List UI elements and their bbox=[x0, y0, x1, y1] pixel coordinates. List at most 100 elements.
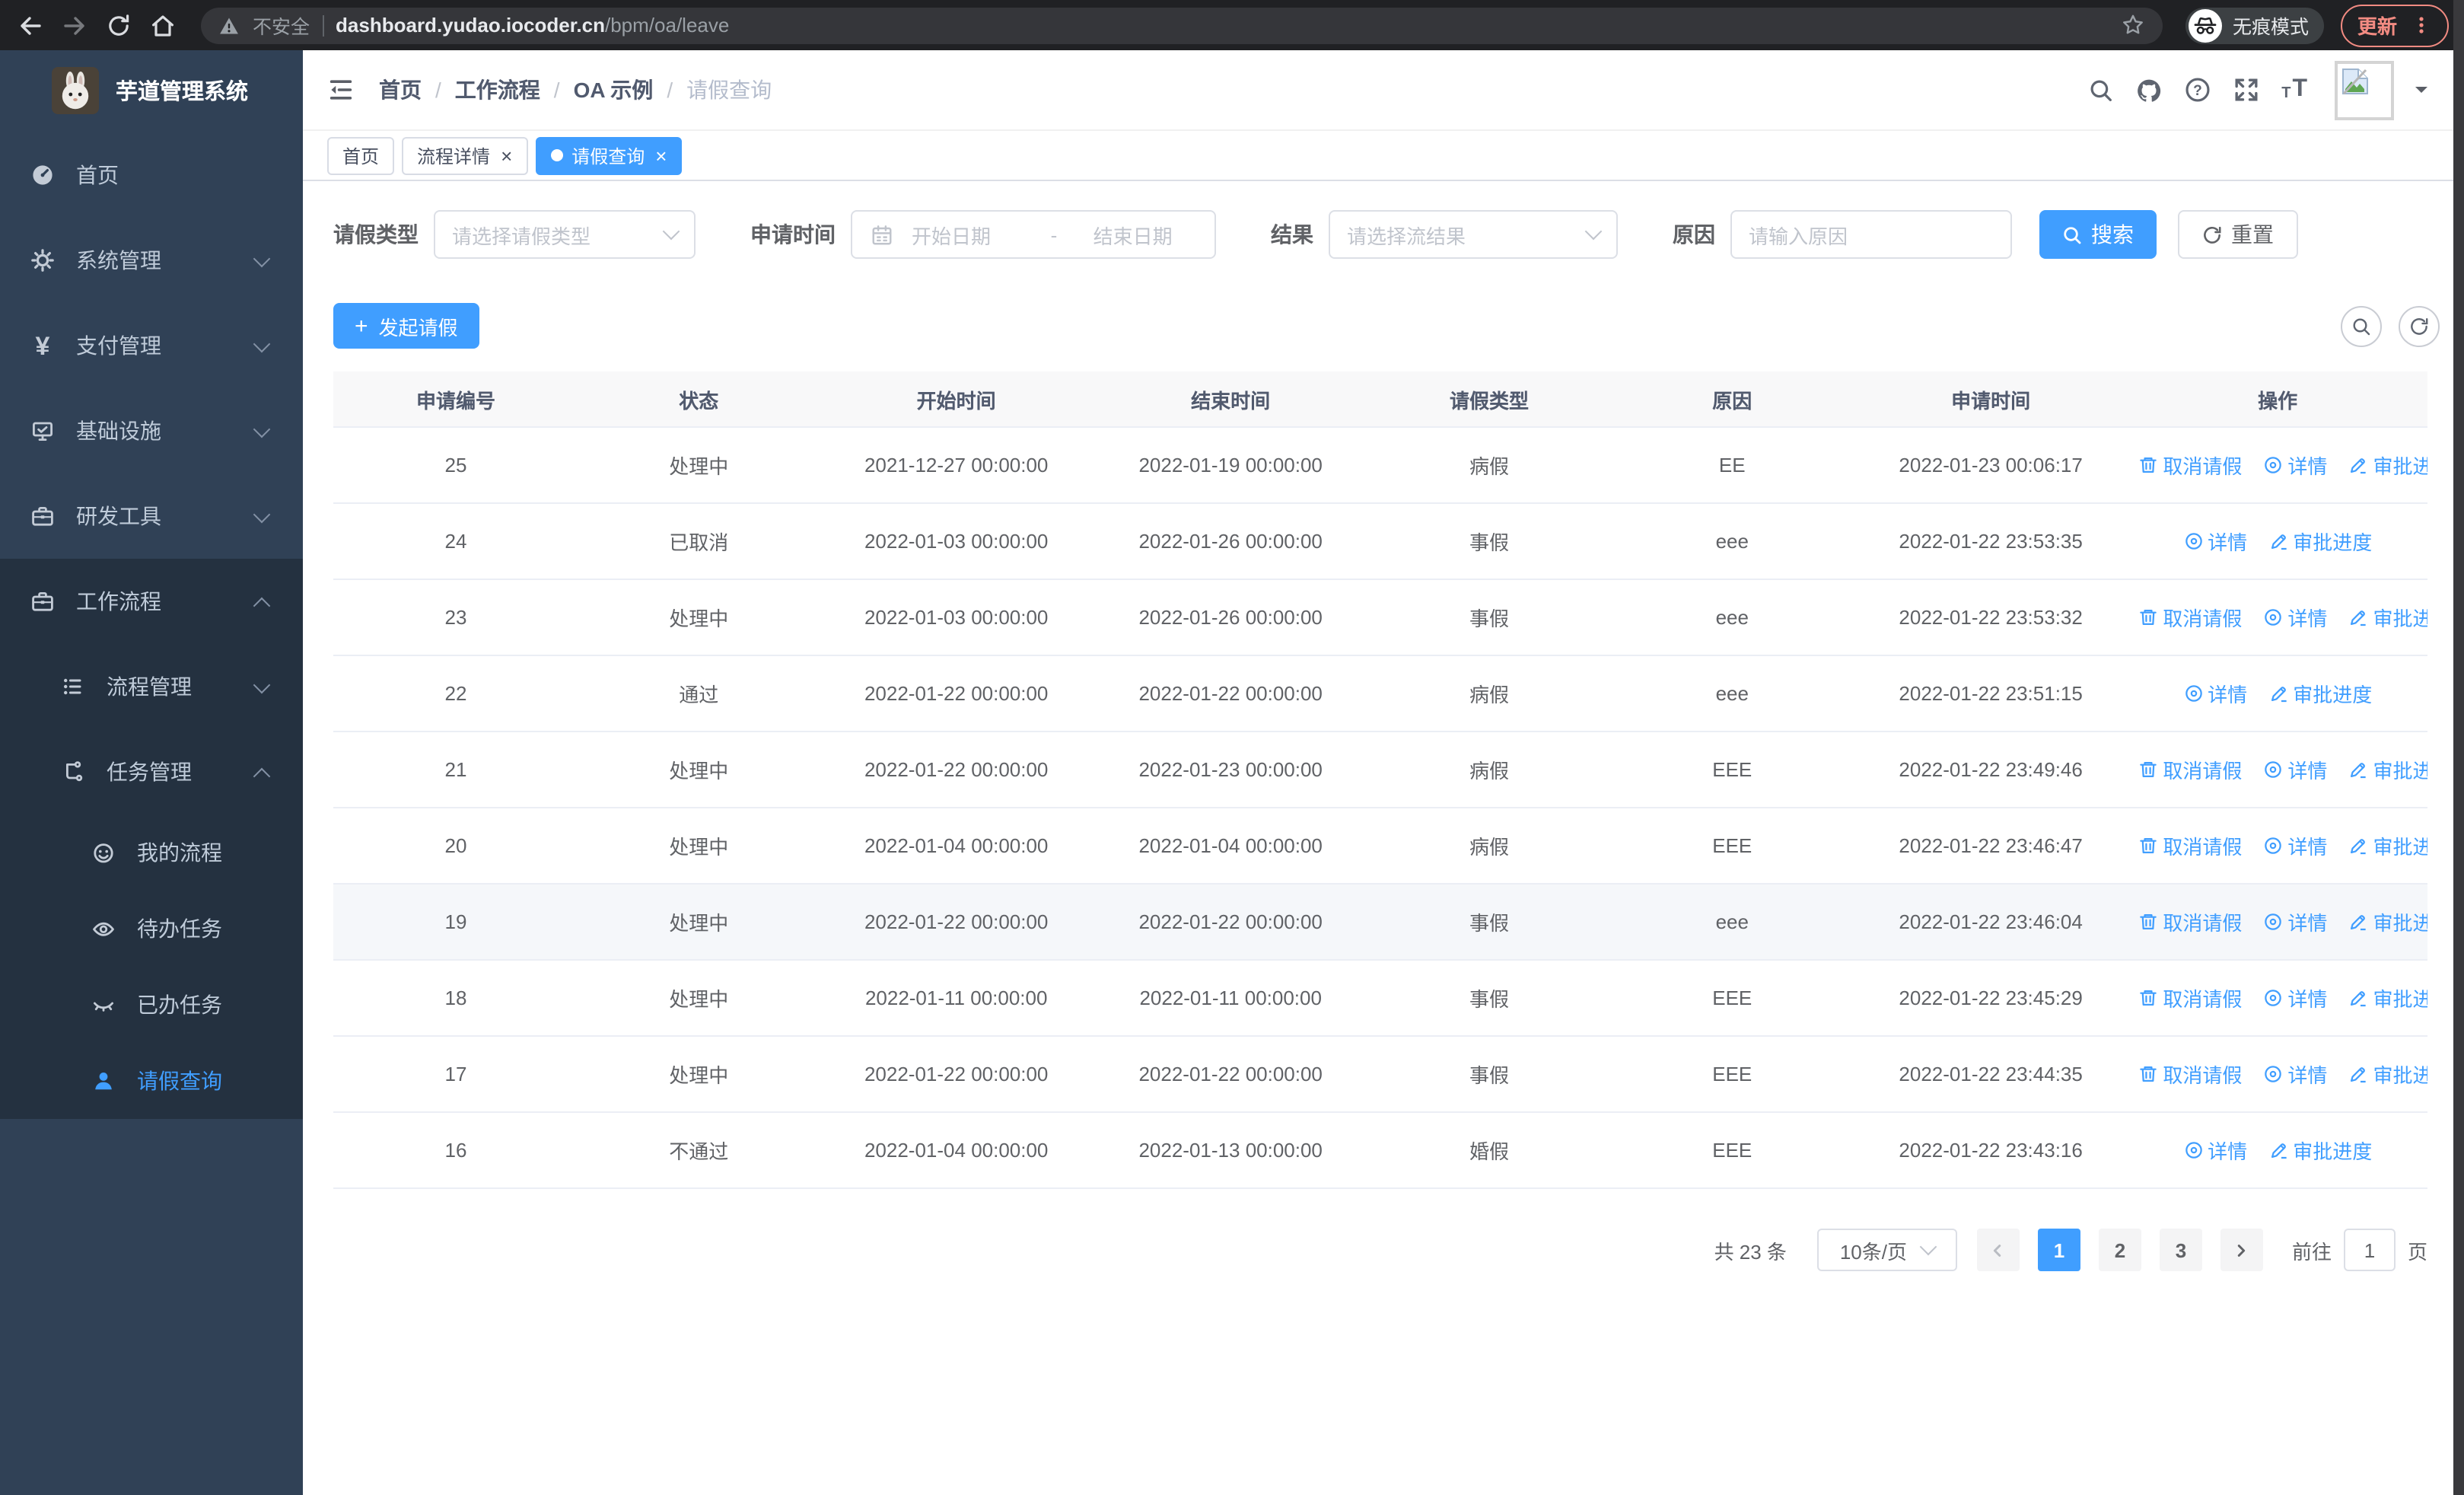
action-detail-link[interactable]: 详情 bbox=[2263, 907, 2327, 936]
action-cancel-link[interactable]: 取消请假 bbox=[2138, 831, 2242, 860]
reset-button[interactable]: 重置 bbox=[2178, 210, 2298, 259]
page-button-2[interactable]: 2 bbox=[2098, 1229, 2141, 1271]
action-detail-link[interactable]: 详情 bbox=[2183, 679, 2247, 708]
github-icon[interactable] bbox=[2135, 76, 2163, 104]
address-bar[interactable]: 不安全 dashboard.yudao.iocoder.cn/bpm/oa/le… bbox=[201, 7, 2163, 43]
cell-apply-id: 20 bbox=[333, 808, 578, 885]
cell-status: 已取消 bbox=[578, 503, 820, 580]
eye-icon bbox=[2263, 836, 2283, 856]
breadcrumb-home[interactable]: 首页 bbox=[379, 78, 422, 102]
sidebar-item-done-tasks[interactable]: 已办任务 bbox=[0, 967, 303, 1043]
sidebar-item-payment[interactable]: ¥ 支付管理 bbox=[0, 303, 303, 388]
page-button-3[interactable]: 3 bbox=[2159, 1229, 2202, 1271]
sidebar-item-task-management[interactable]: 任务管理 bbox=[0, 729, 303, 814]
action-detail-link[interactable]: 详情 bbox=[2263, 603, 2327, 632]
browser-reload-button[interactable] bbox=[103, 10, 134, 40]
action-progress-link[interactable]: 审批进度 bbox=[2348, 755, 2427, 784]
table-toolbar: + 发起请假 bbox=[333, 303, 2440, 349]
avatar[interactable] bbox=[2335, 60, 2394, 120]
action-progress-link[interactable]: 审批进度 bbox=[2348, 451, 2427, 480]
sidebar-item-my-process[interactable]: 我的流程 bbox=[0, 814, 303, 891]
refresh-table-button[interactable] bbox=[2399, 305, 2440, 346]
page-button-1[interactable]: 1 bbox=[2037, 1229, 2080, 1271]
calendar-icon bbox=[871, 223, 893, 246]
tab-process-detail[interactable]: 流程详情 × bbox=[402, 136, 528, 174]
cell-status: 处理中 bbox=[578, 960, 820, 1037]
active-dot bbox=[550, 149, 563, 161]
browser-bar: 不安全 dashboard.yudao.iocoder.cn/bpm/oa/le… bbox=[0, 0, 2464, 50]
browser-forward-button[interactable] bbox=[59, 10, 90, 40]
action-detail-link[interactable]: 详情 bbox=[2263, 755, 2327, 784]
eye-icon bbox=[2263, 607, 2283, 627]
action-detail-link[interactable]: 详情 bbox=[2263, 1060, 2327, 1089]
action-progress-link[interactable]: 审批进度 bbox=[2348, 1060, 2427, 1089]
action-cancel-link[interactable]: 取消请假 bbox=[2138, 451, 2242, 480]
action-detail-link[interactable]: 详情 bbox=[2263, 983, 2327, 1012]
reason-input[interactable]: 请输入原因 bbox=[1730, 210, 2012, 259]
sidebar-item-home[interactable]: 首页 bbox=[0, 132, 303, 218]
action-cancel-link[interactable]: 取消请假 bbox=[2138, 603, 2242, 632]
tab-home[interactable]: 首页 bbox=[327, 136, 395, 174]
action-detail-link[interactable]: 详情 bbox=[2183, 527, 2247, 556]
browser-home-button[interactable] bbox=[148, 10, 178, 40]
action-progress-link[interactable]: 审批进度 bbox=[2348, 831, 2427, 860]
breadcrumb-workflow[interactable]: 工作流程 bbox=[454, 78, 540, 102]
fullscreen-icon[interactable] bbox=[2233, 76, 2260, 104]
action-detail-link[interactable]: 详情 bbox=[2263, 451, 2327, 480]
search-button[interactable]: 搜索 bbox=[2039, 210, 2157, 259]
action-progress-link[interactable]: 审批进度 bbox=[2268, 1136, 2372, 1165]
toggle-search-button[interactable] bbox=[2341, 305, 2382, 346]
avatar-caret-icon[interactable] bbox=[2415, 87, 2427, 99]
action-cancel-link[interactable]: 取消请假 bbox=[2138, 907, 2242, 936]
close-icon[interactable]: × bbox=[501, 144, 513, 167]
action-cancel-link[interactable]: 取消请假 bbox=[2138, 983, 2242, 1012]
goto-page-input[interactable] bbox=[2343, 1229, 2396, 1271]
security-warning-icon[interactable] bbox=[218, 14, 240, 36]
next-page-button[interactable] bbox=[2220, 1229, 2263, 1271]
breadcrumb-oa-example[interactable]: OA 示例 bbox=[573, 78, 654, 102]
action-progress-link[interactable]: 审批进度 bbox=[2348, 603, 2427, 632]
action-cancel-link[interactable]: 取消请假 bbox=[2138, 755, 2242, 784]
update-label[interactable]: 更新 bbox=[2357, 15, 2397, 38]
page-size-select[interactable]: 10条/页 bbox=[1816, 1229, 1957, 1271]
sidebar-item-workflow[interactable]: 工作流程 bbox=[0, 559, 303, 644]
action-progress-link[interactable]: 审批进度 bbox=[2268, 527, 2372, 556]
prev-page-button[interactable] bbox=[1976, 1229, 2020, 1271]
action-progress-link[interactable]: 审批进度 bbox=[2268, 679, 2372, 708]
start-date-placeholder[interactable]: 开始日期 bbox=[912, 225, 992, 247]
app-logo-row[interactable]: 芋道管理系统 bbox=[0, 52, 303, 128]
header-search-icon[interactable] bbox=[2087, 76, 2114, 104]
incognito-label: 无痕模式 bbox=[2232, 17, 2309, 38]
table-body: 25 处理中 2021-12-27 00:00:00 2022-01-19 00:00… bbox=[333, 427, 2427, 1189]
sidebar-item-system[interactable]: 系统管理 bbox=[0, 218, 303, 303]
sidebar-item-todo-tasks[interactable]: 待办任务 bbox=[0, 891, 303, 967]
action-progress-link[interactable]: 审批进度 bbox=[2348, 983, 2427, 1012]
tab-leave-query[interactable]: 请假查询 × bbox=[535, 136, 683, 174]
browser-back-button[interactable] bbox=[15, 10, 46, 40]
close-icon[interactable]: × bbox=[655, 144, 667, 167]
sidebar-item-devtools[interactable]: 研发工具 bbox=[0, 473, 303, 559]
action-detail-link[interactable]: 详情 bbox=[2263, 831, 2327, 860]
cell-reason: EEE bbox=[1610, 960, 1854, 1037]
leave-type-select[interactable]: 请选择请假类型 bbox=[434, 210, 696, 259]
cell-actions: 取消请假详情审批进度 bbox=[2128, 960, 2427, 1037]
security-label[interactable]: 不安全 bbox=[253, 17, 310, 38]
help-icon[interactable]: ? bbox=[2184, 76, 2211, 104]
collapse-menu-icon[interactable] bbox=[327, 76, 355, 104]
table-row: 25 处理中 2021-12-27 00:00:00 2022-01-19 00:00… bbox=[333, 427, 2427, 504]
action-detail-link[interactable]: 详情 bbox=[2183, 1136, 2247, 1165]
sidebar-item-infrastructure[interactable]: 基础设施 bbox=[0, 388, 303, 473]
sidebar-item-leave-query[interactable]: 请假查询 bbox=[0, 1043, 303, 1119]
bookmark-star-icon[interactable] bbox=[2120, 12, 2146, 38]
browser-menu-dots-icon[interactable] bbox=[2411, 14, 2432, 37]
sidebar-item-process-management[interactable]: 流程管理 bbox=[0, 644, 303, 729]
action-progress-link[interactable]: 审批进度 bbox=[2348, 907, 2427, 936]
action-cancel-link[interactable]: 取消请假 bbox=[2138, 1060, 2242, 1089]
create-leave-button[interactable]: + 发起请假 bbox=[333, 303, 479, 349]
result-select[interactable]: 请选择流结果 bbox=[1329, 210, 1618, 259]
browser-update-button[interactable]: 更新 bbox=[2340, 4, 2449, 46]
cell-leave-type: 事假 bbox=[1367, 503, 1611, 580]
apply-time-range-picker[interactable]: 开始日期 - 结束日期 bbox=[851, 210, 1216, 259]
end-date-placeholder[interactable]: 结束日期 bbox=[1093, 225, 1173, 247]
